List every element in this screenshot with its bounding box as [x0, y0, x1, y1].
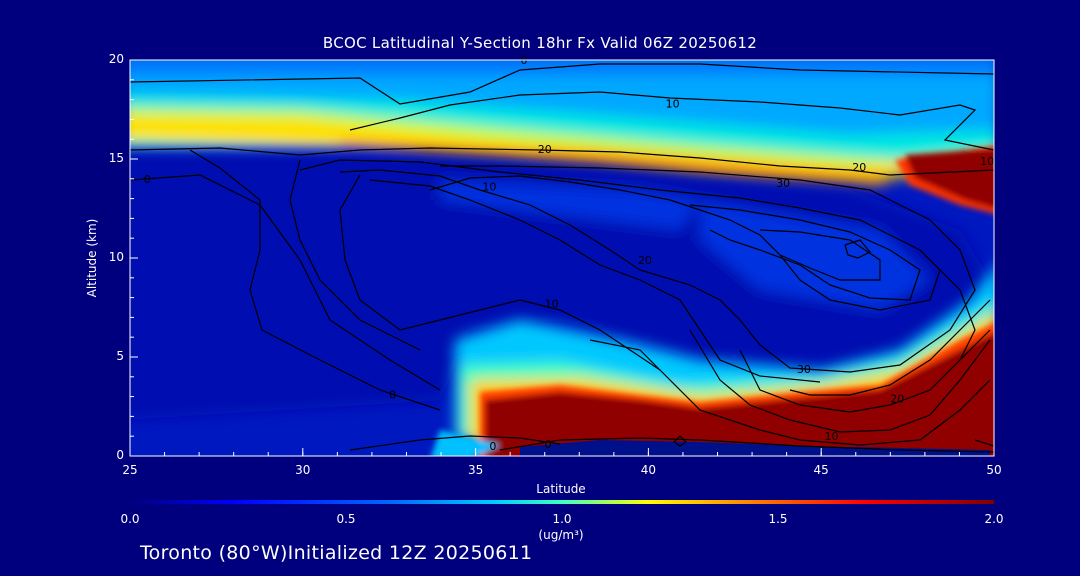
colorbar-tick-label: 1.5 [768, 512, 788, 526]
contour-label: 0 [144, 173, 151, 186]
contour-label: 10 [666, 98, 680, 111]
x-tick-label: 40 [640, 463, 657, 477]
contour-lines [130, 63, 994, 453]
colorbar [130, 500, 994, 504]
y-tick-label: 5 [116, 349, 124, 363]
x-tick-label: 25 [122, 463, 138, 477]
x-tick-label: 35 [467, 463, 484, 477]
colorbar-tick-label: 0.0 [120, 512, 140, 526]
y-tick-label: 15 [108, 151, 124, 165]
footer-text: Toronto (80°W)Initialized 12Z 20250611 [140, 542, 533, 564]
colorbar-tick-label: 1.0 [552, 512, 572, 526]
contour-label: 30 [776, 177, 790, 190]
heatmap-field [130, 60, 994, 456]
colorbar-tick-label: 0.5 [336, 512, 356, 526]
contour-label: 20 [538, 143, 552, 156]
y-tick-label: 0 [116, 448, 124, 462]
colorbar-tick-label: 2.0 [984, 512, 1004, 526]
x-tick-label: 50 [986, 463, 1002, 477]
axis-ticks [129, 59, 995, 457]
colorbar-unit: (ug/m³) [538, 528, 584, 542]
x-axis-label: Latitude [536, 482, 586, 496]
contour-label: 20 [638, 254, 652, 267]
contour-label: 30 [797, 363, 811, 376]
contour-label: 10 [482, 181, 496, 194]
contour-label: 20 [890, 393, 904, 406]
contour-label: 0 [489, 440, 496, 453]
contour-label: 10 [545, 298, 559, 311]
x-tick-label: 45 [813, 463, 829, 477]
contour-label: 10 [825, 430, 839, 443]
y-tick-label: 20 [108, 52, 124, 66]
contour-label: 20 [852, 161, 866, 174]
chart-title: BCOC Latitudinal Y-Section 18hr Fx Valid… [322, 34, 758, 52]
contour-label: 0 [389, 389, 396, 402]
contour-label: 10 [980, 155, 994, 168]
y-tick-label: 10 [108, 250, 124, 264]
x-tick-label: 30 [295, 463, 311, 477]
contour-label: 0 [545, 438, 552, 451]
